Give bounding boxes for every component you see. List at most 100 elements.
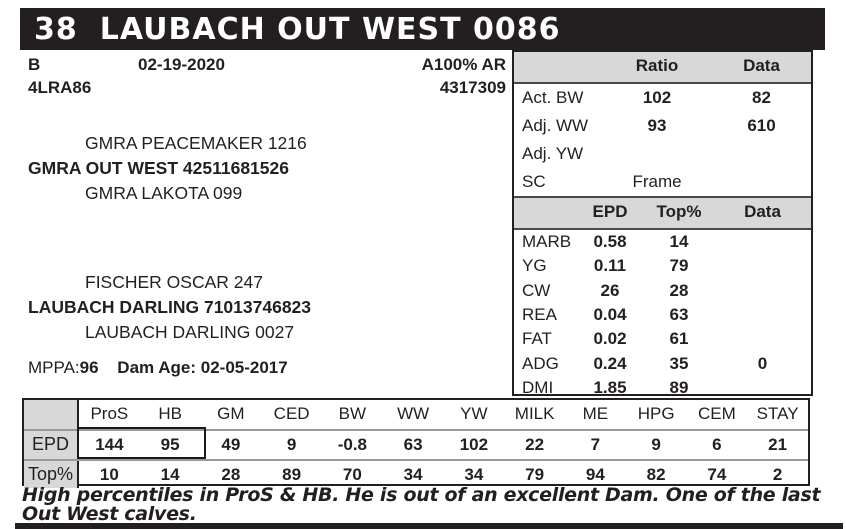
dam-age-value: 02-05-2017 (200, 358, 288, 377)
top-value: 2 (772, 465, 783, 484)
table-row: Adj. YW (514, 140, 811, 168)
epd-value: 144 (95, 435, 124, 454)
table-row: FAT 0.02 61 (514, 327, 811, 351)
sire: GMRA OUT WEST 42511681526 (28, 158, 289, 178)
epd-value: 26 (600, 280, 620, 300)
top-value: 70 (342, 465, 362, 484)
epd-summary-table: ProS HB GM CED BW WW YW MILK ME HPG CEM … (22, 398, 810, 488)
epd-value: 0.02 (593, 329, 627, 349)
ratio-value: 93 (647, 116, 667, 135)
lot-title-bar: 38 LAUBACH OUT WEST 0086 (20, 8, 825, 50)
row-label: CW (522, 280, 551, 300)
epd-value: 22 (525, 435, 545, 454)
column-header: CEM (697, 404, 736, 423)
row-label: Adj. WW (522, 116, 589, 135)
column-header: STAY (756, 404, 799, 423)
top-percent-row: Top% 10 14 28 89 70 34 34 79 94 82 74 2 (24, 461, 808, 488)
row-label: Act. BW (522, 88, 584, 107)
epd-value: 9 (651, 435, 661, 454)
top-value: 10 (99, 465, 119, 484)
data-column-header: Data (744, 202, 781, 221)
column-header: MILK (514, 404, 555, 423)
column-header: YW (460, 404, 488, 423)
top-value: 82 (646, 465, 666, 484)
ratio-column-header: Ratio (635, 56, 679, 75)
dam: LAUBACH DARLING 71013746823 (28, 297, 312, 317)
row-label: SC (522, 172, 546, 191)
top-value: 74 (707, 465, 727, 484)
row-label: MARB (522, 232, 572, 252)
data-column-header: Data (743, 56, 780, 75)
epd-value: 0.11 (593, 256, 627, 276)
epd-value: 49 (221, 435, 241, 454)
performance-header-row: Ratio Data (514, 52, 811, 84)
table-row: YG 0.11 79 (514, 254, 811, 278)
sex-code: B (28, 55, 41, 74)
row-label: YG (522, 256, 547, 276)
row-label: REA (522, 304, 557, 324)
table-row: Adj. WW 93 610 (514, 112, 811, 140)
top-value: 79 (525, 465, 545, 484)
epd-value: 0.58 (593, 232, 627, 252)
column-header: ME (582, 404, 609, 423)
table-row: ADG 0.24 35 0 (514, 351, 811, 375)
data-value: 610 (747, 116, 776, 135)
table-row: SC Frame (514, 168, 811, 196)
ratio-value: Frame (632, 172, 682, 191)
dam-info-line: MPPA:96 Dam Age: 02-05-2017 (28, 358, 288, 378)
top-value: 14 (669, 232, 689, 252)
epd-value: -0.8 (337, 435, 368, 454)
top-value: 34 (403, 465, 423, 484)
epd-value: 6 (712, 435, 722, 454)
dam-of-sire: GMRA LAKOTA 099 (85, 183, 243, 203)
carcass-epd-header-row: EPD Top% Data (514, 196, 811, 230)
breed-composition: A100% AR (421, 55, 506, 74)
table-row: CW 26 28 (514, 279, 811, 303)
row-label: Top% (24, 461, 79, 488)
epd-values-row: EPD 144 95 49 9 -0.8 63 102 22 7 9 6 21 (24, 431, 808, 461)
dam-of-dam: LAUBACH DARLING 0027 (85, 322, 295, 342)
animal-name: LAUBACH OUT WEST 0086 (99, 11, 561, 47)
lot-number: 38 (34, 11, 78, 47)
registration-number: 4317309 (439, 78, 506, 97)
dam-age-label: Dam Age: (117, 358, 197, 377)
top-value: 94 (585, 465, 605, 484)
birth-date: 02-19-2020 (138, 55, 225, 74)
column-header: BW (338, 404, 367, 423)
sire-of-sire: GMRA PEACEMAKER 1216 (85, 133, 307, 153)
performance-rows: Act. BW 102 82 Adj. WW 93 610 Adj. YW SC… (514, 84, 811, 196)
row-label: EPD (24, 431, 79, 459)
column-header: GM (217, 404, 245, 423)
tattoo: 4LRA86 (28, 78, 92, 97)
top-value: 14 (160, 465, 180, 484)
epd-table-header-row: ProS HB GM CED BW WW YW MILK ME HPG CEM … (24, 400, 808, 431)
epd-value: 0.04 (593, 304, 627, 324)
top-value: 79 (669, 256, 689, 276)
column-header: HB (158, 404, 182, 423)
data-value: 0 (757, 353, 768, 373)
top-column-header: Top% (656, 202, 702, 221)
row-label: Adj. YW (522, 144, 584, 163)
top-value: 89 (282, 465, 302, 484)
carcass-epd-rows: MARB 0.58 14 YG 0.11 79 CW 26 28 REA 0.0… (514, 230, 811, 400)
epd-value: 21 (768, 435, 788, 454)
table-row: REA 0.04 63 (514, 303, 811, 327)
data-value: 82 (752, 88, 771, 107)
row-label: DMI (522, 377, 554, 397)
epd-value: 102 (459, 435, 489, 454)
row-label: ADG (522, 353, 559, 373)
top-value: 35 (669, 353, 689, 373)
column-header: HPG (637, 404, 675, 423)
table-row: MARB 0.58 14 (514, 230, 811, 254)
mppa-label: MPPA: (28, 358, 80, 377)
ratio-value: 102 (642, 88, 672, 107)
epd-value: 95 (160, 435, 180, 454)
epd-value: 63 (403, 435, 423, 454)
top-value: 63 (669, 304, 689, 324)
column-header: WW (397, 404, 430, 423)
sale-comment: High percentiles in ProS & HB. He is out… (22, 484, 821, 525)
bottom-divider-bar (15, 523, 843, 529)
top-value: 28 (221, 465, 241, 484)
top-value: 28 (669, 280, 689, 300)
epd-value: 1.85 (593, 377, 627, 397)
